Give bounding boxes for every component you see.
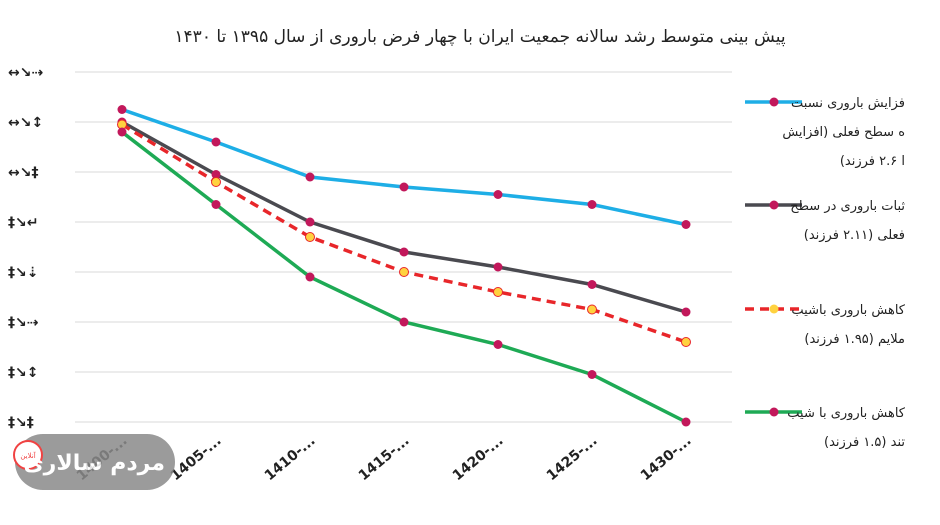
data-point <box>305 272 315 282</box>
x-tick-label: 1415-... <box>356 433 413 484</box>
x-tick-label: 1420-... <box>450 433 507 484</box>
data-point <box>399 182 409 192</box>
data-point <box>493 262 503 272</box>
data-point <box>117 105 127 114</box>
y-tick-label: ‡↘⇣ <box>8 265 38 281</box>
legend-marker <box>769 97 779 107</box>
legend-label-line: ثبات باروری در سطح <box>790 199 905 214</box>
y-tick-label: ‡↘‡ <box>8 415 34 431</box>
data-point <box>399 317 409 327</box>
data-point <box>493 340 503 349</box>
data-point <box>493 190 503 199</box>
legend-label-line: ا ۲.۶ فرزند) <box>840 154 905 169</box>
watermark-bg <box>15 434 175 490</box>
data-point <box>211 137 221 147</box>
legend-label: کاهش باروری با شیب تند (۱.۵ فرزند) <box>787 406 906 450</box>
y-tick-label: ‡↘↵ <box>8 215 38 231</box>
x-tick-label: 1430-... <box>638 433 695 484</box>
data-point <box>493 287 503 297</box>
legend-marker <box>769 200 779 210</box>
legend-label-line: ه سطح فعلی (افزایش <box>782 125 905 140</box>
y-tick-label: ↔↘‡ <box>8 165 38 181</box>
data-point <box>587 200 597 209</box>
legend-label-line: کاهش باروری باشیب <box>791 303 905 318</box>
data-point <box>681 337 691 347</box>
data-point <box>681 417 691 427</box>
data-point <box>117 127 127 137</box>
legend-label: ثبات باروری در سطح فعلی (۲.۱۱ فرزند) <box>790 199 905 243</box>
data-point <box>681 220 691 229</box>
data-point <box>587 370 597 379</box>
chart-title: پیش بینی متوسط رشد سالانه جمعیت ایران با… <box>174 27 785 47</box>
data-point <box>211 177 221 187</box>
x-tick-label: 1410-... <box>262 433 319 484</box>
data-point <box>399 267 409 277</box>
series-line <box>121 123 687 344</box>
legend-marker <box>769 407 779 417</box>
legend-label: فزایش باروری نسبت ه سطح فعلی (افزایش ا ۲.۶… <box>782 96 905 169</box>
y-tick-label: ‡↘⇢ <box>8 315 39 331</box>
x-tick-label: 1425-... <box>544 433 601 484</box>
legend-label-line: فزایش باروری نسبت <box>791 96 905 111</box>
data-point <box>587 280 597 289</box>
data-point <box>305 232 315 242</box>
legend-label-line: کاهش باروری با شیب <box>787 406 906 421</box>
data-point <box>305 172 315 182</box>
data-point <box>399 247 409 257</box>
legend-marker <box>769 304 779 314</box>
x-tick-label: 1405-... <box>168 433 225 484</box>
y-tick-label: ↔↘⇢ <box>8 65 43 81</box>
data-point <box>681 307 691 317</box>
watermark-badge-text: آنلاین <box>20 451 36 460</box>
legend-label-line: تند (۱.۵ فرزند) <box>824 435 905 450</box>
y-tick-label: ↔↘↕ <box>8 115 43 131</box>
watermark-text: مردم سالاری <box>24 451 166 476</box>
watermark-badge <box>13 440 43 470</box>
series-line <box>121 120 687 314</box>
legend-label: کاهش باروری باشیب ملایم (۱.۹۵ فرزند) <box>791 303 905 347</box>
data-point <box>305 217 315 227</box>
data-point <box>587 304 597 315</box>
data-point <box>211 170 221 179</box>
series-line <box>121 107 687 227</box>
legend-label-line: ملایم (۱.۹۵ فرزند) <box>804 332 905 347</box>
legend-label-line: فعلی (۲.۱۱ فرزند) <box>804 228 905 243</box>
y-tick-label: ‡↘↕ <box>8 365 38 381</box>
data-point <box>211 200 221 209</box>
